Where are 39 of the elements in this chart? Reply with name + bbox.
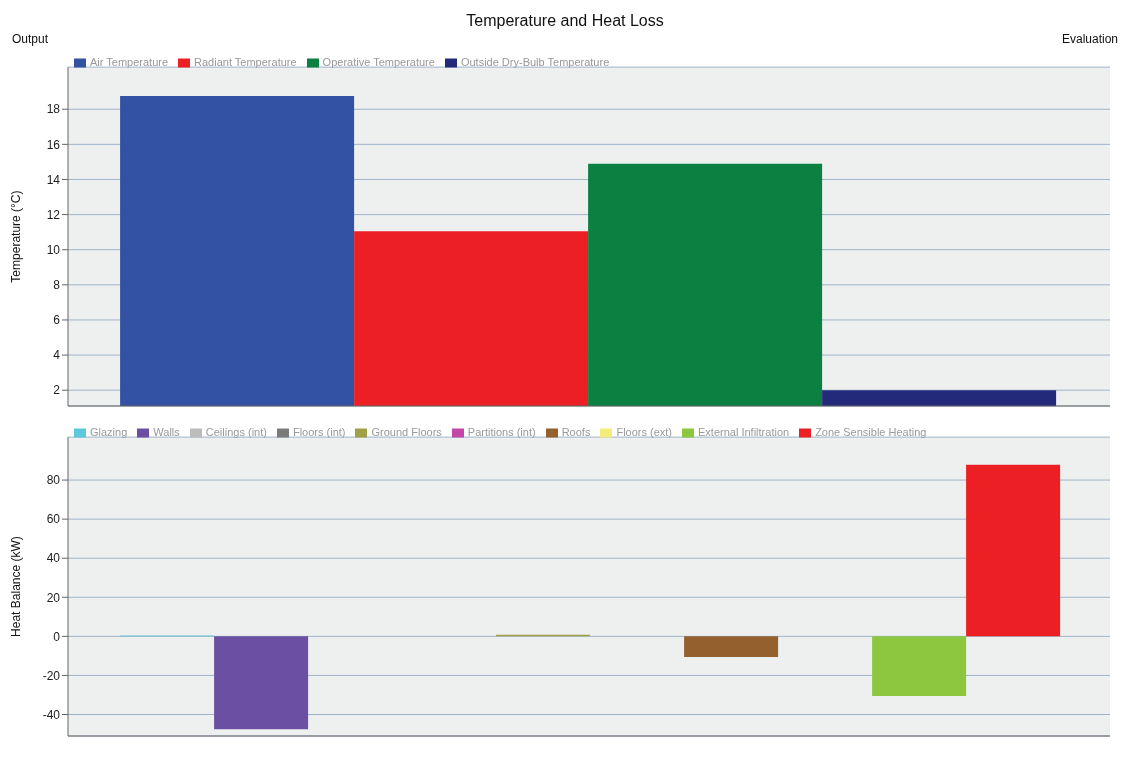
y-tick-label: -40 bbox=[42, 707, 61, 722]
legend-label: Partitions (int) bbox=[467, 426, 536, 438]
chart-title: Temperature and Heat Loss bbox=[465, 11, 665, 31]
y-tick-label: -20 bbox=[42, 668, 61, 683]
legend-label: Radiant Temperature bbox=[194, 56, 297, 68]
bar bbox=[872, 636, 967, 696]
y-axis-title: Temperature (°C) bbox=[9, 190, 24, 283]
y-tick-label: 20 bbox=[46, 590, 61, 605]
legend-label: Air Temperature bbox=[90, 56, 169, 68]
bar bbox=[214, 636, 309, 730]
legend-label: Ceilings (int) bbox=[205, 426, 267, 438]
y-tick-label: 10 bbox=[46, 242, 61, 257]
y-tick-label: 8 bbox=[53, 278, 61, 293]
legend-label: Zone Sensible Heating bbox=[815, 426, 927, 438]
y-axis-title: Heat Balance (kW) bbox=[9, 536, 24, 637]
bar bbox=[966, 464, 1061, 637]
y-tick-label: 40 bbox=[46, 551, 61, 566]
y-tick-label: 0 bbox=[53, 629, 61, 644]
text: Output bbox=[12, 32, 49, 46]
legend-label: Glazing bbox=[90, 426, 128, 438]
legend-label: Floors (int) bbox=[292, 426, 346, 438]
y-tick-label: 60 bbox=[46, 512, 61, 527]
y-tick-label: 16 bbox=[46, 137, 61, 152]
legend-label: Floors (ext) bbox=[616, 426, 673, 438]
y-tick-label: 6 bbox=[53, 313, 61, 328]
y-tick-label: 18 bbox=[46, 102, 61, 117]
y-tick-label: 4 bbox=[53, 348, 61, 363]
y-tick-label: 12 bbox=[46, 207, 61, 222]
legend-label: Roofs bbox=[561, 426, 591, 438]
text: Evaluation bbox=[1061, 32, 1118, 46]
y-tick-label: 2 bbox=[53, 383, 61, 398]
y-tick-label: 80 bbox=[46, 473, 61, 488]
legend-label: Outside Dry-Bulb Temperature bbox=[460, 56, 610, 68]
legend-label: Ground Floors bbox=[371, 426, 442, 438]
legend-label: Operative Temperature bbox=[322, 56, 435, 68]
legend-label: Walls bbox=[153, 426, 180, 438]
legend-label: External Infiltration bbox=[698, 426, 790, 438]
bar bbox=[684, 636, 779, 658]
y-tick-label: 14 bbox=[46, 172, 61, 187]
